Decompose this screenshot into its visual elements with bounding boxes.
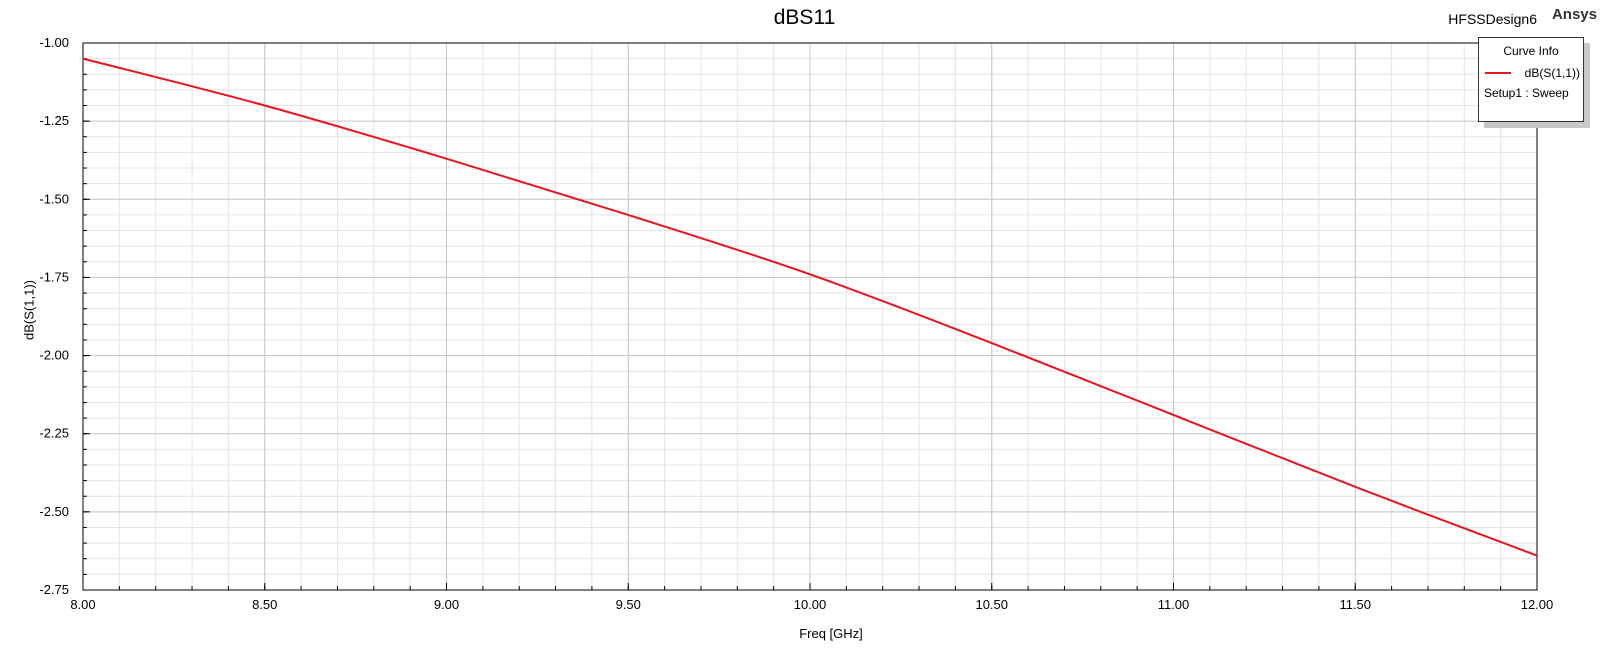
chart-title: dBS11 (773, 6, 836, 29)
legend-title: Curve Info (1503, 44, 1559, 58)
plot-border (82, 42, 1538, 591)
data-point (1537, 555, 1538, 556)
legend-series-label[interactable]: dB(S(1,1)) (1524, 66, 1580, 80)
y-tick-label: -1.75 (39, 269, 69, 284)
data-point (83, 58, 84, 59)
x-tick-label: 9.00 (434, 597, 459, 612)
y-tick-label: -1.25 (39, 113, 69, 128)
brand-logo: Ansys (1551, 6, 1597, 23)
y-tick-label: -2.00 (39, 348, 69, 363)
data-point (1173, 414, 1174, 415)
x-tick-label: 8.50 (252, 597, 277, 612)
legend-setup-label: Setup1 : Sweep (1484, 86, 1569, 100)
y-tick-label: -1.50 (39, 191, 69, 206)
y-axis-label: dB(S(1,1)) (21, 280, 37, 340)
design-name: HFSSDesign6 (1448, 11, 1537, 27)
curve-info-legend[interactable]: Curve Info dB(S(1,1)) Setup1 : Sweep (1478, 37, 1584, 122)
series-line-dbs11 (82, 57, 1538, 557)
y-tick-label: -2.75 (39, 582, 69, 597)
x-tick-label: 11.50 (1339, 597, 1371, 612)
x-tick-label: 9.50 (616, 597, 641, 612)
data-point (264, 105, 265, 106)
y-tick-label: -2.25 (39, 426, 69, 441)
y-tick-label: -2.50 (39, 504, 69, 519)
data-point (991, 343, 992, 344)
y-tick-label: -1.00 (39, 35, 69, 50)
data-point (1355, 486, 1356, 487)
x-tick-label: 8.00 (70, 597, 95, 612)
data-point (628, 214, 629, 215)
x-tick-label: 10.50 (975, 597, 1008, 612)
data-point (810, 274, 811, 275)
data-point (446, 158, 447, 159)
x-tick-label: 12.00 (1521, 597, 1554, 612)
x-tick-label: 10.00 (794, 597, 827, 612)
legend-line-swatch (1485, 72, 1511, 74)
x-axis-label: Freq [GHz] (799, 626, 863, 641)
x-tick-label: 11.00 (1158, 597, 1190, 612)
